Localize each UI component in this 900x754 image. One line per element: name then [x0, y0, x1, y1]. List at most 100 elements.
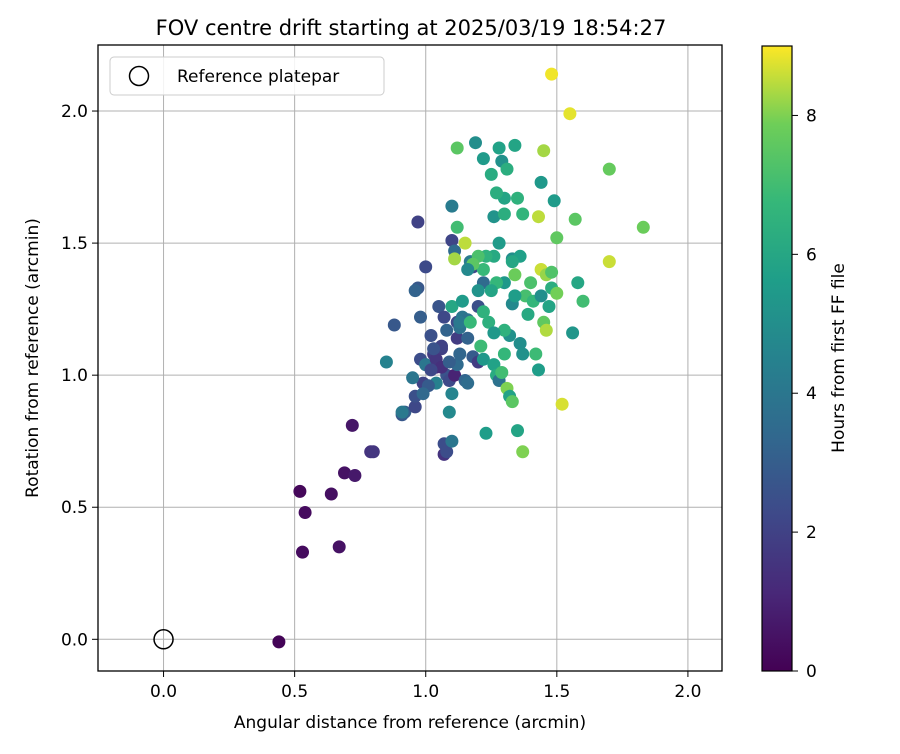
data-point	[550, 286, 564, 300]
data-point	[497, 207, 511, 221]
data-point	[411, 215, 425, 229]
data-point	[524, 276, 538, 290]
colorbar-tick-label: 0	[806, 662, 817, 682]
data-point	[474, 339, 488, 353]
data-point	[568, 212, 582, 226]
data-points	[272, 67, 650, 649]
data-point	[448, 252, 462, 266]
data-point	[490, 186, 503, 200]
data-point	[432, 300, 446, 313]
data-point	[442, 355, 456, 369]
colorbar-tick-label: 4	[806, 384, 817, 404]
y-axis-label: Rotation from reference (arcmin)	[23, 218, 43, 498]
data-point	[487, 358, 501, 372]
y-axis-ticks: 0.0 0.5 1.0 1.5 2.0	[61, 102, 98, 650]
data-point	[542, 300, 556, 313]
data-point	[497, 323, 511, 337]
y-tick-label: 0.5	[61, 498, 88, 518]
colorbar-tick-label: 6	[806, 245, 817, 265]
data-point	[348, 469, 362, 482]
chart-title: FOV centre drift starting at 2025/03/19 …	[156, 16, 667, 40]
data-point	[545, 67, 559, 81]
data-point	[463, 315, 477, 329]
data-point	[500, 162, 514, 176]
data-point	[487, 326, 501, 340]
data-point	[492, 141, 506, 155]
data-point	[440, 323, 454, 337]
data-point	[534, 175, 548, 189]
x-tick-label: 2.0	[674, 682, 701, 702]
x-tick-label: 0.5	[281, 682, 308, 702]
reference-marker	[153, 629, 174, 650]
data-point	[482, 315, 496, 329]
data-point	[508, 138, 522, 152]
data-point	[345, 418, 359, 432]
data-point	[555, 397, 569, 411]
x-axis-ticks: 0.0 0.5 1.0 1.5 2.0	[150, 671, 701, 702]
x-axis-label: Angular distance from reference (arcmin)	[234, 713, 586, 733]
data-point	[408, 400, 422, 414]
data-point	[571, 276, 585, 290]
data-point	[508, 289, 522, 303]
data-point	[450, 220, 464, 234]
colorbar-ticks: 0 2 4 6 8	[792, 106, 817, 682]
y-tick-label: 2.0	[61, 102, 88, 122]
data-point	[445, 387, 459, 401]
legend-marker-icon	[128, 65, 150, 87]
data-point	[476, 305, 490, 319]
data-point	[437, 310, 451, 324]
data-point	[508, 268, 522, 282]
data-point	[461, 376, 475, 390]
data-point	[455, 294, 469, 308]
data-point	[366, 445, 380, 459]
data-point	[424, 363, 438, 377]
x-tick-label: 1.0	[412, 682, 439, 702]
data-point	[547, 194, 561, 208]
data-point	[516, 347, 530, 361]
data-point	[445, 300, 459, 313]
data-point	[450, 331, 464, 345]
plot-frame	[97, 44, 723, 672]
data-point	[576, 294, 590, 308]
data-point	[298, 506, 312, 519]
data-point	[636, 220, 650, 234]
colorbar-tick-label: 2	[806, 523, 817, 543]
data-point	[476, 152, 490, 166]
x-tick-label: 1.5	[543, 682, 570, 702]
data-point	[550, 231, 564, 245]
data-point	[521, 307, 535, 321]
data-point	[453, 347, 467, 361]
data-point	[495, 366, 509, 379]
data-point	[406, 371, 420, 385]
data-point	[450, 141, 464, 155]
data-point	[529, 347, 543, 361]
data-point	[487, 210, 501, 224]
data-point	[461, 263, 475, 276]
data-point	[492, 236, 506, 250]
data-point	[505, 395, 519, 409]
data-point	[272, 635, 286, 649]
colorbar: 0 2 4 6 8 Hours from first FF file	[761, 45, 849, 682]
data-point	[419, 260, 433, 274]
data-point	[484, 167, 498, 181]
y-tick-label: 0.0	[61, 630, 88, 650]
data-point	[379, 355, 393, 369]
data-point	[387, 318, 401, 332]
data-point	[469, 136, 482, 150]
grid-lines	[98, 45, 722, 671]
data-point	[534, 289, 548, 303]
data-point	[511, 424, 524, 438]
data-point	[408, 284, 422, 298]
data-point	[414, 310, 427, 324]
x-tick-label: 0.0	[150, 682, 177, 702]
data-point	[445, 434, 459, 448]
data-point	[539, 323, 553, 337]
colorbar-label: Hours from first FF file	[829, 263, 849, 453]
data-point	[476, 352, 490, 366]
data-point	[479, 426, 493, 440]
data-point	[293, 484, 307, 498]
data-point	[566, 326, 580, 340]
data-point	[445, 199, 459, 213]
